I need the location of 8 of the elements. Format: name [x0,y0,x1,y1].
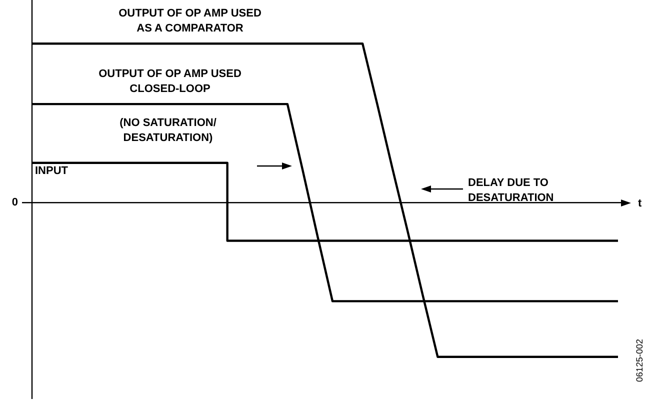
x-axis-title: t [638,198,642,210]
annotation: (NO SATURATION/ DESATURATION) [120,117,216,144]
text: 06125-002 [634,338,644,382]
series-label: OUTPUT OF OP AMP USED AS A COMPARATOR [118,8,262,35]
annotation: DELAY DUE TO DESATURATION [468,177,554,204]
series-label: OUTPUT OF OP AMP USED CLOSED-LOOP [98,68,242,96]
series-label: INPUT [35,164,68,177]
text: 0 [12,196,18,209]
